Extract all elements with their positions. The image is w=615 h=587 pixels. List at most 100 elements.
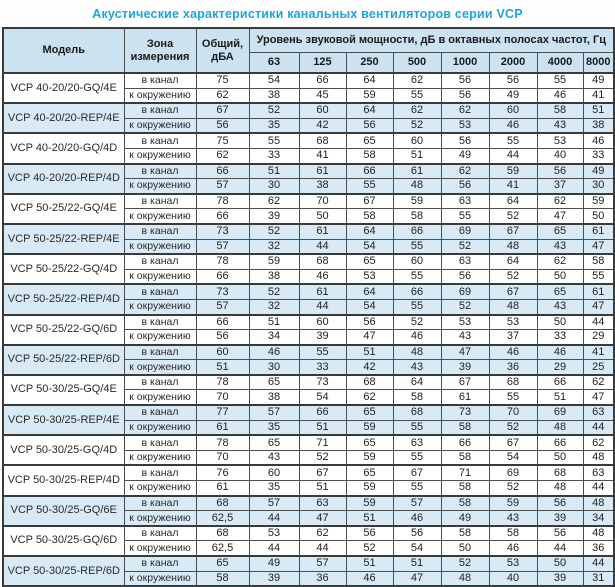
measurement-zone-label: в канал bbox=[123, 434, 197, 451]
spl-value-2000hz: 55 bbox=[488, 132, 538, 149]
spl-value-4000hz: 50 bbox=[536, 554, 584, 572]
spl-value-125hz: 61 bbox=[298, 283, 347, 300]
model-name: VCP 40-20/20-REP/4E bbox=[2, 102, 125, 134]
spl-value-1000hz: 47 bbox=[440, 343, 490, 361]
spl-value-4000hz: 29 bbox=[536, 359, 584, 376]
total-dba-value: 66 bbox=[195, 208, 250, 225]
spl-value-500hz: 55 bbox=[392, 480, 442, 497]
spl-value-250hz: 65 bbox=[345, 253, 394, 270]
spl-value-8000hz: 50 bbox=[582, 208, 615, 225]
spl-value-4000hz: 65 bbox=[536, 222, 584, 240]
spl-value-8000hz: 30 bbox=[582, 178, 615, 195]
spl-value-4000hz: 37 bbox=[536, 178, 584, 195]
spl-value-125hz: 51 bbox=[298, 419, 347, 436]
measurement-zone-label: к окружению bbox=[123, 238, 197, 255]
spl-value-8000hz: 49 bbox=[582, 162, 615, 180]
spl-value-8000hz: 41 bbox=[582, 343, 615, 361]
spl-value-250hz: 56 bbox=[345, 117, 394, 134]
model-name: VCP 40-20/20-GQ/4E bbox=[2, 71, 125, 104]
spl-value-250hz: 42 bbox=[345, 359, 394, 376]
total-dba-value: 78 bbox=[195, 253, 250, 270]
model-name: VCP 50-30/25-REP/4D bbox=[2, 464, 125, 497]
col-header-model: Модель bbox=[2, 27, 125, 74]
model-name: VCP 50-30/25-GQ/4D bbox=[2, 434, 125, 466]
header-row-main: Модель Зона измерения Общий, дБА Уровень… bbox=[2, 27, 615, 74]
spl-value-2000hz: 52 bbox=[488, 208, 538, 225]
spl-value-250hz: 66 bbox=[345, 162, 394, 180]
spl-value-125hz: 44 bbox=[298, 298, 347, 316]
model-name: VCP 50-25/22-GQ/4D bbox=[2, 253, 125, 285]
measurement-zone-label: в канал bbox=[123, 253, 197, 270]
col-header-freq-125: 125 bbox=[298, 52, 347, 74]
col-header-freq-8000: 8000 bbox=[582, 52, 615, 74]
spl-value-8000hz: 48 bbox=[582, 494, 615, 512]
spl-value-8000hz: 44 bbox=[582, 480, 615, 497]
spl-value-500hz: 57 bbox=[392, 494, 442, 512]
spl-value-4000hz: 51 bbox=[536, 389, 584, 406]
spl-value-125hz: 55 bbox=[298, 343, 347, 361]
model-name: VCP 50-30/25-GQ/6D bbox=[2, 524, 125, 557]
spl-value-125hz: 46 bbox=[298, 268, 347, 285]
table-row: к окружению 61 35 51 59 55 58 52 48 44 bbox=[3, 419, 615, 436]
spl-value-8000hz: 63 bbox=[582, 464, 615, 482]
table-row: VCP 50-30/25-GQ/4D в канал 78 65 71 65 63 66 67 6… bbox=[2, 434, 615, 466]
spl-value-4000hz: 62 bbox=[536, 253, 584, 270]
table-row: VCP 50-25/22-GQ/4D в канал 78 59 68 65 60 63 64 6… bbox=[2, 253, 615, 285]
total-dba-value: 66 bbox=[195, 268, 250, 285]
model-name: VCP 50-25/22-GQ/6D bbox=[2, 313, 125, 346]
spl-value-250hz: 56 bbox=[345, 524, 394, 542]
spl-value-8000hz: 31 bbox=[582, 570, 615, 587]
spl-value-63hz: 39 bbox=[248, 570, 300, 587]
spl-value-1000hz: 58 bbox=[440, 494, 490, 512]
spl-value-63hz: 51 bbox=[248, 313, 300, 331]
model-name: VCP 50-25/22-REP/4D bbox=[2, 283, 125, 316]
spl-value-125hz: 66 bbox=[298, 404, 347, 421]
table-row: VCP 50-30/25-REP/4D в канал 76 60 67 65 67 71 69… bbox=[2, 464, 615, 497]
spl-value-125hz: 66 bbox=[298, 71, 347, 89]
spl-value-63hz: 39 bbox=[248, 208, 300, 225]
spl-value-250hz: 54 bbox=[345, 238, 394, 255]
spl-value-500hz: 55 bbox=[392, 298, 442, 316]
spl-value-63hz: 51 bbox=[248, 162, 300, 180]
spl-value-250hz: 68 bbox=[345, 373, 394, 391]
measurement-zone-label: к окружению bbox=[123, 298, 197, 316]
measurement-zone-label: в канал bbox=[123, 71, 197, 89]
spl-value-250hz: 64 bbox=[345, 283, 394, 300]
table-row: к окружению 57 32 44 54 55 52 48 43 47 bbox=[3, 238, 615, 255]
spl-value-1000hz: 56 bbox=[440, 132, 490, 149]
spl-value-63hz: 54 bbox=[248, 71, 300, 89]
spl-value-250hz: 54 bbox=[345, 298, 394, 316]
spl-value-63hz: 35 bbox=[248, 117, 300, 134]
spl-value-250hz: 56 bbox=[345, 313, 394, 331]
spl-value-8000hz: 62 bbox=[582, 434, 615, 451]
total-dba-value: 70 bbox=[195, 449, 250, 466]
spl-value-4000hz: 39 bbox=[536, 570, 584, 587]
spl-value-63hz: 33 bbox=[248, 147, 300, 165]
spl-value-1000hz: 56 bbox=[440, 87, 490, 104]
spl-value-125hz: 52 bbox=[298, 449, 347, 466]
spl-value-4000hz: 68 bbox=[536, 464, 584, 482]
spl-value-250hz: 64 bbox=[345, 71, 394, 89]
col-header-sound-power-title: Уровень звуковой мощности, дБ в октавных… bbox=[248, 27, 615, 53]
measurement-zone-label: в канал bbox=[123, 343, 197, 361]
table-row: VCP 50-25/22-GQ/4E в канал 78 62 70 67 59 63 64 6… bbox=[2, 192, 615, 225]
spl-value-500hz: 48 bbox=[392, 178, 442, 195]
spl-value-8000hz: 47 bbox=[582, 238, 615, 255]
spl-value-250hz: 51 bbox=[345, 510, 394, 527]
spl-value-1000hz: 61 bbox=[440, 389, 490, 406]
spl-value-125hz: 50 bbox=[298, 208, 347, 225]
spl-value-250hz: 65 bbox=[345, 132, 394, 149]
spl-value-500hz: 52 bbox=[392, 313, 442, 331]
spl-value-2000hz: 41 bbox=[488, 178, 538, 195]
spl-value-2000hz: 44 bbox=[488, 147, 538, 165]
spl-value-1000hz: 49 bbox=[440, 147, 490, 165]
spl-value-250hz: 47 bbox=[345, 329, 394, 346]
spl-value-4000hz: 46 bbox=[536, 87, 584, 104]
measurement-zone-label: к окружению bbox=[123, 117, 197, 134]
spl-value-4000hz: 56 bbox=[536, 524, 584, 542]
total-dba-value: 75 bbox=[195, 132, 250, 149]
spl-value-2000hz: 58 bbox=[488, 524, 538, 542]
table-row: VCP 50-30/25-GQ/6E в канал 68 57 63 59 57 58 59 5… bbox=[2, 494, 615, 527]
measurement-zone-label: к окружению bbox=[123, 449, 197, 466]
total-dba-value: 75 bbox=[195, 71, 250, 89]
